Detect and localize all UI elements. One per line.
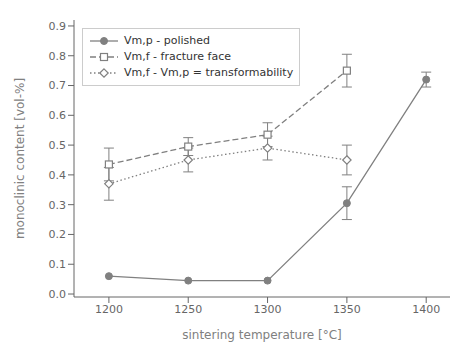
html-text:Vm,f - fracture face: Vm,f - fracture face bbox=[124, 50, 231, 63]
svg-text:sintering temperature [°C]: sintering temperature [°C] bbox=[182, 328, 342, 342]
svg-text:0.2: 0.2 bbox=[49, 228, 67, 241]
svg-text:0.7: 0.7 bbox=[49, 79, 67, 92]
svg-text:0.4: 0.4 bbox=[49, 169, 67, 182]
svg-text:0.6: 0.6 bbox=[49, 109, 67, 122]
svg-text:0.5: 0.5 bbox=[49, 139, 67, 152]
svg-text:1250: 1250 bbox=[174, 303, 202, 316]
svg-text:1400: 1400 bbox=[412, 303, 440, 316]
svg-text:monoclinic content [vol-%]: monoclinic content [vol-%] bbox=[13, 78, 27, 239]
svg-text:0.9: 0.9 bbox=[49, 20, 67, 33]
svg-text:0.8: 0.8 bbox=[49, 50, 67, 63]
svg-text:0.3: 0.3 bbox=[49, 199, 67, 212]
svg-text:1300: 1300 bbox=[254, 303, 282, 316]
svg-text:0.0: 0.0 bbox=[49, 288, 67, 301]
html-text:Vm,f - Vm,p = transformability: Vm,f - Vm,p = transformability bbox=[124, 66, 294, 79]
svg-text:1350: 1350 bbox=[333, 303, 361, 316]
html-text:Vm,p - polished: Vm,p - polished bbox=[124, 34, 210, 47]
svg-text:1200: 1200 bbox=[95, 303, 123, 316]
svg-text:0.1: 0.1 bbox=[49, 258, 67, 271]
